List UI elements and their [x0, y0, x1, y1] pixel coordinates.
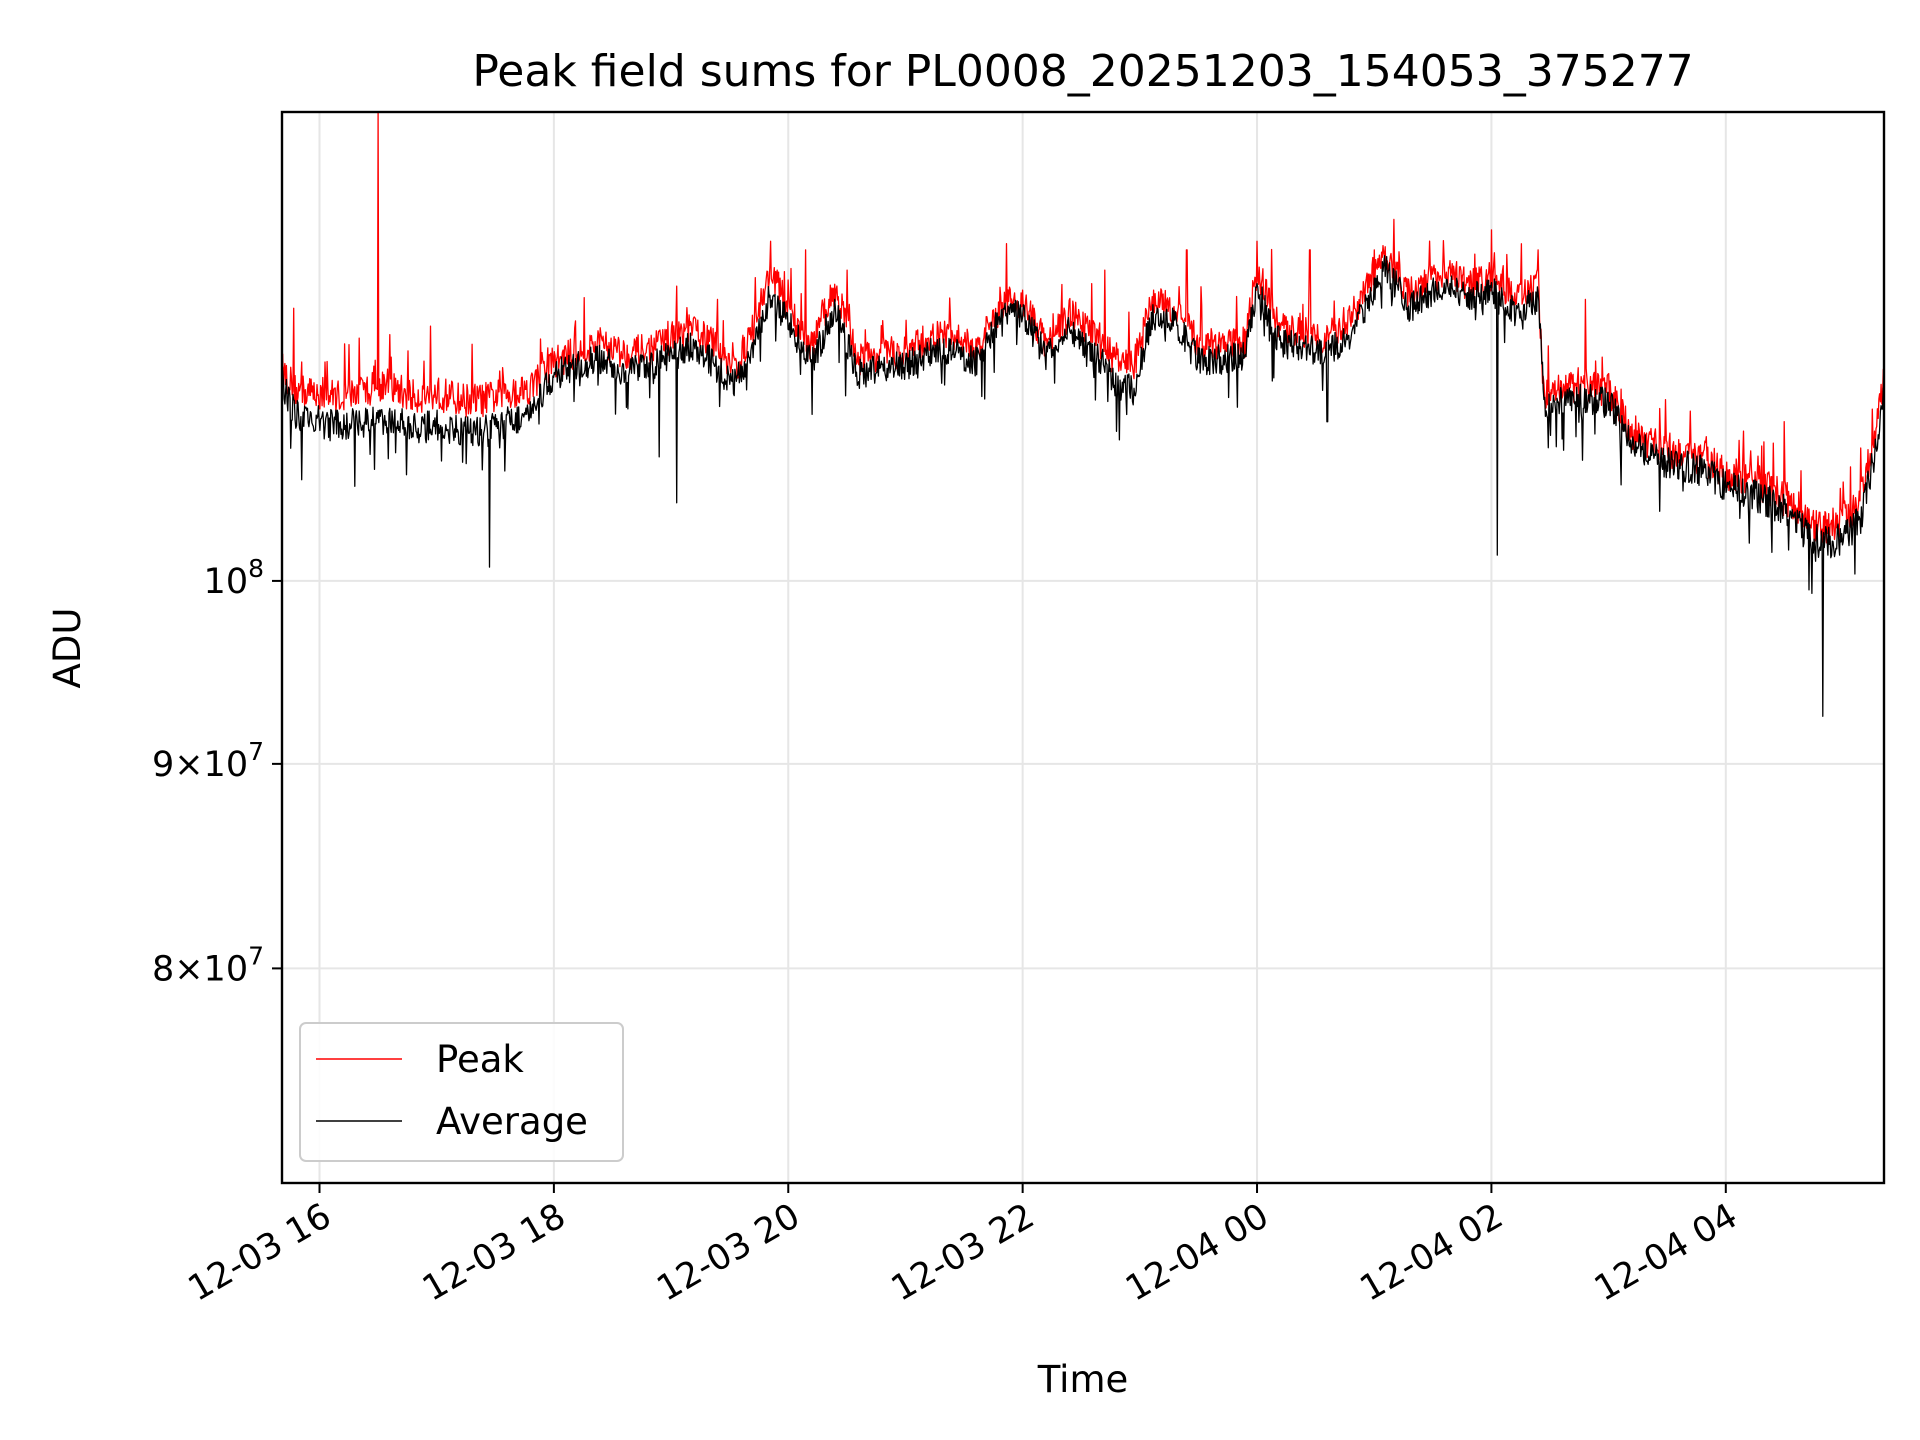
- series-line-peak: [281, 111, 1885, 544]
- x-tick-label: 12-03 18: [416, 1196, 572, 1309]
- series-line-average: [281, 255, 1885, 717]
- axis-ticks: 12-03 16 12-03 18 12-03 20 12-03 22 12-04 00…: [152, 554, 1744, 1310]
- legend-box: [299, 1022, 624, 1162]
- x-tick-label: 12-04 04: [1588, 1196, 1744, 1309]
- plot-frame: [280, 110, 1886, 1185]
- plot-series: [281, 111, 1885, 717]
- x-tick-label: 12-04 02: [1354, 1196, 1510, 1309]
- legend: Peak Average: [299, 1022, 624, 1162]
- y-tick-label: 108: [204, 554, 264, 602]
- y-tick-label: 8×107: [152, 941, 264, 989]
- x-tick-label: 12-03 22: [885, 1196, 1041, 1309]
- x-axis-label: Time: [1037, 1358, 1129, 1401]
- y-axis-label: ADU: [46, 608, 89, 689]
- x-tick-label: 12-03 20: [650, 1196, 806, 1309]
- chart-title: Peak field sums for PL0008_20251203_1540…: [472, 46, 1693, 97]
- y-tick-label: 9×107: [152, 737, 264, 785]
- legend-label-average: Average: [436, 1100, 588, 1143]
- x-tick-label: 12-03 16: [182, 1196, 338, 1309]
- x-tick-label: 12-04 00: [1119, 1196, 1275, 1309]
- legend-label-peak: Peak: [436, 1038, 524, 1081]
